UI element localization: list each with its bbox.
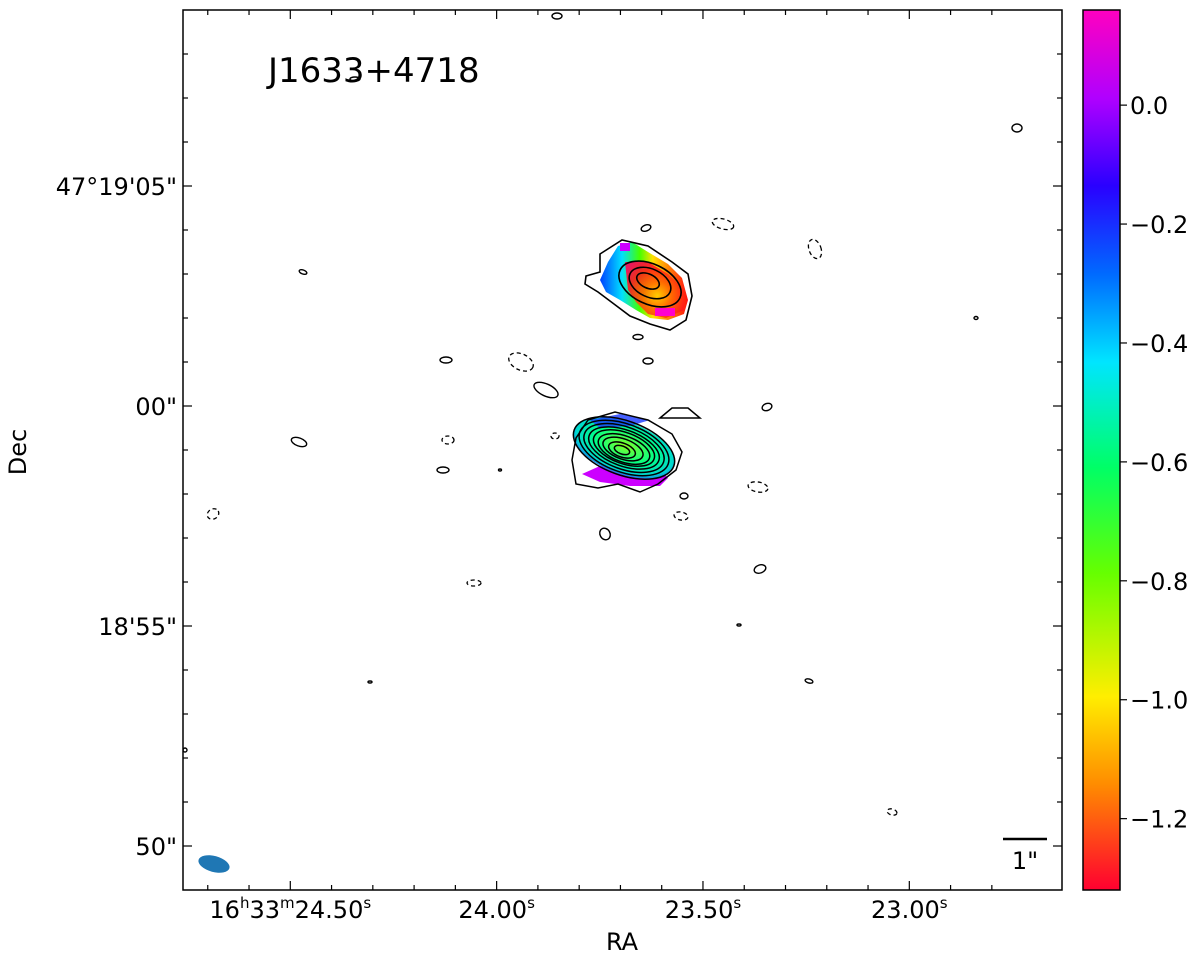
colorbar-ticks: 0.0 −0.2 −0.4 −0.6 −0.8 −1.0 −1.2 [1120, 92, 1188, 834]
colorbar-tick-label: −0.4 [1130, 330, 1188, 358]
south-contours [571, 407, 703, 493]
colorbar-gradient [1082, 9, 1121, 891]
x-tick-label: 24.00s [458, 894, 535, 924]
y-axis: 47°19'05" 00" 18'55" 50" [56, 53, 1062, 861]
x-tick-label: 23.50s [665, 894, 742, 924]
beam-ellipse [198, 855, 230, 873]
y-tick-label: 00" [135, 393, 177, 421]
y-tick-label: 18'55" [98, 613, 177, 641]
x-tick-label: 23.00s [871, 894, 948, 924]
colorbar-tick-label: −1.2 [1130, 806, 1188, 834]
colorbar-tick-label: −0.6 [1130, 449, 1188, 477]
x-tick-label: 16h33m24.50s [209, 894, 371, 924]
y-axis-label: Dec [4, 429, 32, 475]
north-contours [584, 239, 693, 331]
colorbar-tick-label: 0.0 [1130, 92, 1168, 120]
x-axis: 16h33m24.50s 24.00s 23.50s 23.00s [207, 10, 993, 924]
noise-contours-negative [206, 217, 898, 816]
noise-contours-positive [183, 12, 1023, 753]
north-component-image [600, 242, 688, 320]
colorbar: 0.0 −0.2 −0.4 −0.6 −0.8 −1.0 −1.2 [1082, 9, 1188, 891]
colorbar-tick-label: −0.8 [1130, 568, 1188, 596]
colorbar-tick-label: −1.0 [1130, 687, 1188, 715]
colorbar-tick-label: −0.2 [1130, 211, 1188, 239]
x-axis-label: RA [606, 928, 639, 956]
y-tick-label: 50" [135, 833, 177, 861]
y-tick-label: 47°19'05" [56, 173, 177, 201]
figure-title: J1633+4718 [266, 51, 480, 91]
scale-bar-label: 1" [1012, 847, 1038, 875]
